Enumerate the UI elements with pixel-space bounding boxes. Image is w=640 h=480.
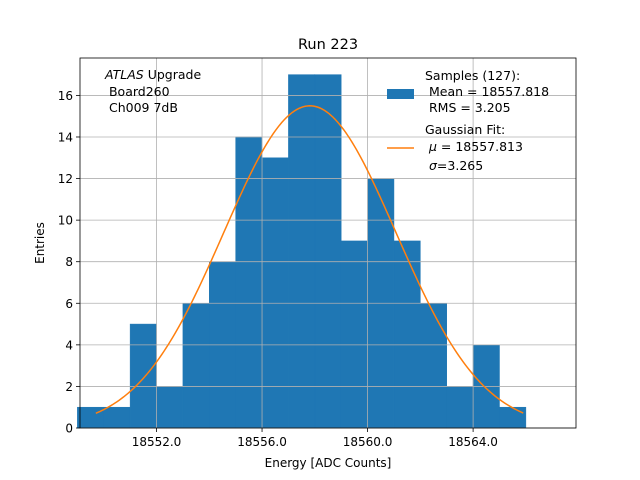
histogram-bar <box>288 74 316 429</box>
legend-samples-rms: RMS = 3.205 <box>425 100 511 115</box>
run-annotation: ATLAS Upgrade Board260 Ch009 7dB <box>104 67 201 115</box>
y-tick-label: 10 <box>58 214 73 228</box>
legend-fit-mu: μ = 18557.813 <box>425 139 523 154</box>
histogram-bar <box>261 157 289 429</box>
legend-sigma-symbol: σ <box>429 158 438 173</box>
histogram-bar <box>393 240 421 429</box>
y-tick-label: 4 <box>65 338 73 352</box>
histogram-bar <box>129 323 157 429</box>
x-tick-label: 18556.0 <box>237 435 287 449</box>
histogram-bar <box>77 406 104 429</box>
histogram-bar <box>446 386 474 429</box>
y-axis-ticks: 0 2 4 6 8 10 12 14 16 <box>58 89 80 436</box>
legend: Samples (127): Mean = 18557.818 RMS = 3.… <box>387 68 549 173</box>
legend-sigma-value: =3.265 <box>437 158 483 173</box>
histogram-bar <box>103 406 131 429</box>
annotation-line-3: Ch009 7dB <box>105 100 178 115</box>
y-axis-label: Entries <box>33 222 47 264</box>
legend-samples-title: Samples (127): <box>425 68 520 83</box>
y-tick-label: 6 <box>65 297 73 311</box>
histogram-bar <box>499 406 527 429</box>
y-tick-label: 2 <box>65 380 73 394</box>
plot-area-frame <box>79 57 577 429</box>
legend-fit-title: Gaussian Fit: <box>425 122 505 137</box>
histogram-bar <box>156 386 184 429</box>
histogram-bar <box>314 74 342 429</box>
annotation-upgrade: Upgrade <box>144 67 202 82</box>
x-tick-label: 18560.0 <box>343 435 393 449</box>
chart-title: Run 223 <box>298 37 358 53</box>
legend-samples-swatch <box>387 89 414 99</box>
legend-mu-symbol: μ <box>428 139 437 154</box>
y-tick-label: 0 <box>65 422 73 436</box>
x-tick-label: 18552.0 <box>132 435 182 449</box>
histogram-bar <box>182 303 210 429</box>
annotation-atlas: ATLAS <box>104 67 144 82</box>
annotation-line-2: Board260 <box>105 84 170 99</box>
gaussian-fit-curve <box>95 105 524 414</box>
annotation-line-1: ATLAS Upgrade <box>104 67 201 82</box>
y-tick-label: 16 <box>58 89 73 103</box>
legend-mu-value: = 18557.813 <box>437 139 523 154</box>
histogram-bar <box>235 136 263 429</box>
y-tick-label: 14 <box>58 130 73 144</box>
x-tick-label: 18564.0 <box>448 435 498 449</box>
legend-samples-mean: Mean = 18557.818 <box>425 84 549 99</box>
x-axis-label: Energy [ADC Counts] <box>265 456 392 470</box>
legend-fit-sigma: σ=3.265 <box>425 158 483 173</box>
y-tick-label: 8 <box>65 255 73 269</box>
histogram-bar <box>420 303 447 429</box>
y-tick-label: 12 <box>58 172 73 186</box>
histogram-bar <box>340 240 368 429</box>
x-axis-ticks: 18552.0 18556.0 18560.0 18564.0 <box>132 428 498 449</box>
